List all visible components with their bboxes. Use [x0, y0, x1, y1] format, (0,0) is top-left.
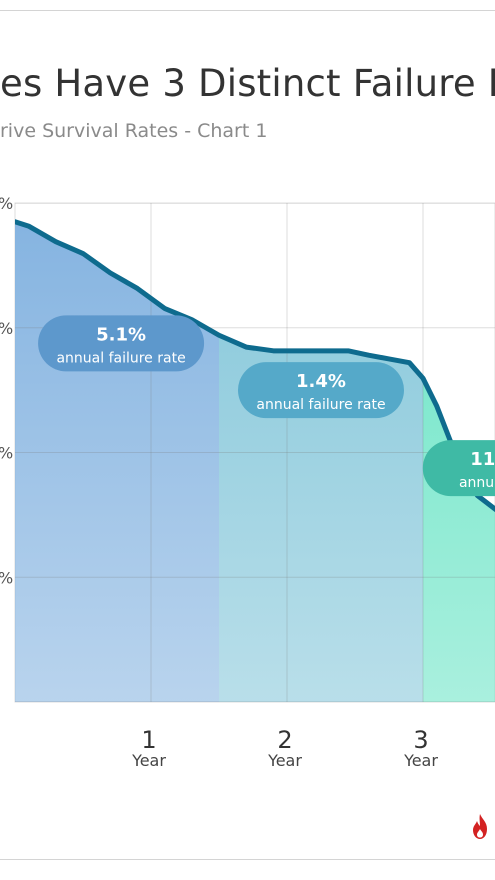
grid: [15, 203, 495, 702]
y-tick-label: %: [0, 319, 13, 338]
phase-area-2: [219, 335, 423, 702]
survival-line: [15, 219, 495, 513]
x-tick-number: 3: [413, 726, 428, 754]
phase-label-pill: [38, 315, 205, 372]
phase-rate-caption: annual failure rate: [56, 350, 185, 366]
phase-rate: 5.1%: [96, 324, 146, 345]
x-tick-unit: Year: [267, 751, 302, 770]
phase-rate: 11: [470, 449, 495, 470]
y-tick-label: %: [0, 194, 13, 213]
phase-rate: 1.4%: [296, 371, 346, 392]
phase-label-pill: [422, 440, 495, 497]
x-tick-unit: Year: [131, 751, 166, 770]
x-tick-number: 1: [141, 726, 156, 754]
flame-logo-icon: [473, 814, 487, 839]
phase-rate-caption: annual failure rate: [256, 397, 385, 413]
phase-label-3: 11 annual: [422, 440, 495, 497]
chart-title: es Have 3 Distinct Failure R: [0, 62, 495, 105]
phase-label-pill: [238, 362, 404, 419]
y-tick-label: %: [0, 568, 13, 587]
y-tick-label: %: [0, 444, 13, 463]
x-tick-number: 2: [277, 726, 292, 754]
chart-subtitle: rive Survival Rates - Chart 1: [0, 120, 268, 142]
phase-rate-caption: annual: [459, 475, 495, 491]
x-tick-unit: Year: [403, 751, 438, 770]
phase-label-1: 5.1% annual failure rate: [38, 315, 205, 372]
phase-label-2: 1.4% annual failure rate: [238, 362, 404, 419]
